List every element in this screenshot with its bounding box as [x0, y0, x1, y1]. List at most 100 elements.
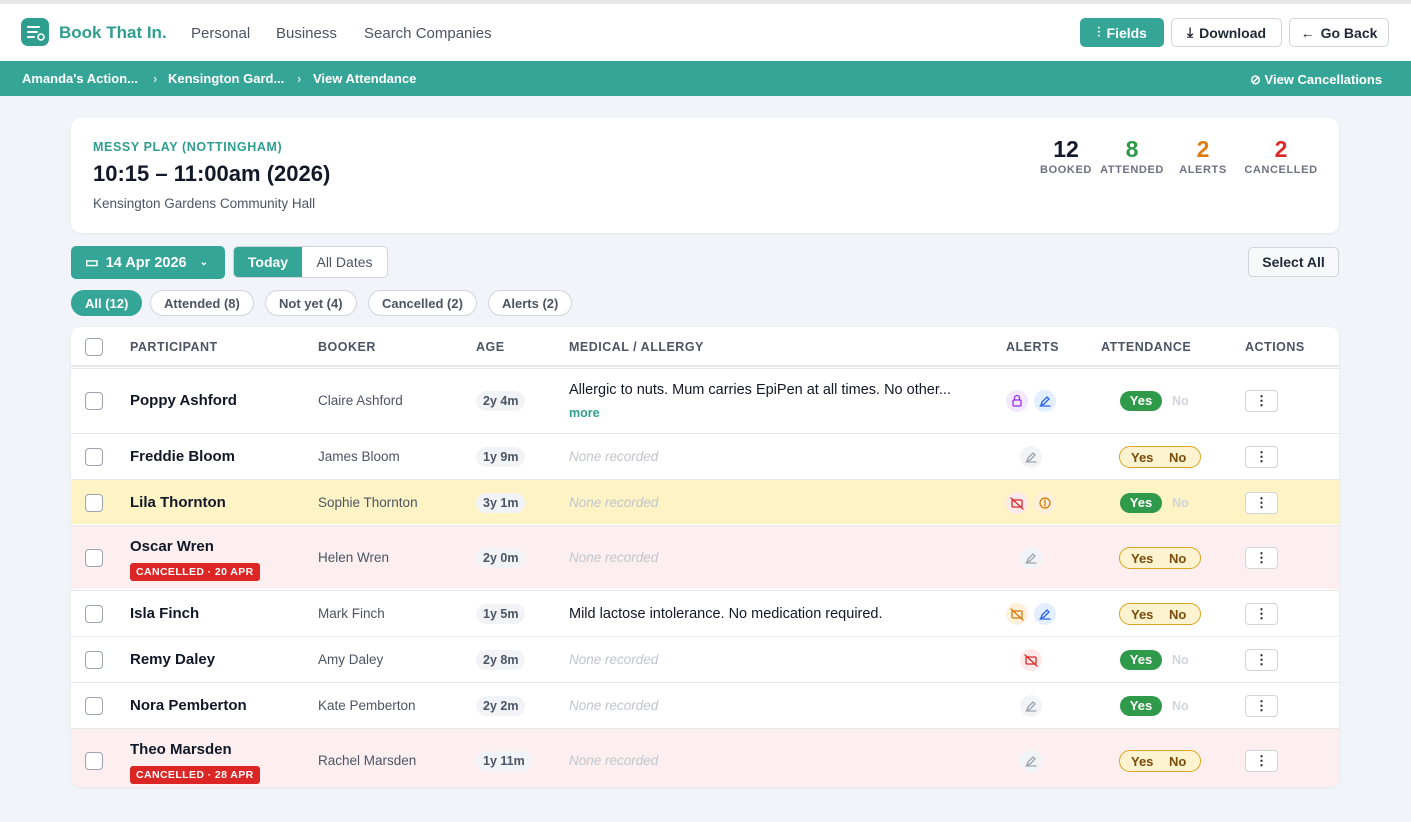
attendance-toggle: Yes No [1119, 445, 1201, 468]
brand[interactable]: Book That In. [59, 23, 167, 42]
checkbox[interactable] [85, 752, 103, 770]
attendance-yes[interactable]: Yes [1131, 551, 1154, 566]
attendance-yes[interactable]: Yes [1120, 391, 1162, 411]
crumb: View Attendance [313, 71, 417, 86]
table-row: Oscar Wren CANCELLED · 20 APR Helen Wren 2y… [71, 525, 1339, 589]
date-picker[interactable]: ▭ 14 Apr 2026 ⌄ [71, 246, 225, 279]
actions-button[interactable]: ⋮ [1245, 648, 1278, 671]
checkbox[interactable] [85, 549, 103, 567]
attendance-no[interactable]: No [1172, 495, 1189, 510]
alert-icon [1006, 390, 1028, 412]
checkbox[interactable] [85, 650, 103, 669]
filter-chip[interactable]: Cancelled (2) [368, 290, 477, 316]
table-row: Isla Finch Mark Finch 1y 5m Mild lactose in… [71, 590, 1339, 635]
nav-link[interactable]: Business [276, 25, 337, 42]
back-button[interactable]: ← Go Back [1289, 18, 1389, 47]
nav-link[interactable]: Personal [191, 25, 251, 42]
participant-name: Lila Thornton [130, 493, 226, 511]
filter-chip[interactable]: Attended (8) [150, 290, 254, 316]
select-all-button[interactable]: Select All [1248, 247, 1339, 277]
attendance-no[interactable]: No [1169, 449, 1187, 465]
checkbox[interactable] [85, 392, 103, 410]
sep: › [153, 71, 158, 86]
attendance-no[interactable]: No [1172, 652, 1189, 667]
alert-icon [1034, 390, 1056, 412]
attendance-yes[interactable]: Yes [1120, 695, 1162, 716]
session-time: 10:15 – 11:00am (2026) [93, 161, 331, 186]
nav-link[interactable]: Search Companies [364, 25, 492, 42]
alert-icon [1020, 445, 1042, 468]
table-row: Poppy Ashford Claire Ashford 2y 4m Allergic… [71, 368, 1339, 432]
actions-button[interactable]: ⋮ [1245, 390, 1278, 412]
medical-note: None recorded [569, 448, 659, 464]
range-toggle: Today All Dates [233, 246, 388, 278]
actions-button[interactable]: ⋮ [1245, 694, 1278, 717]
column-header: AGE [476, 340, 505, 354]
stat-label: ALERTS [1179, 164, 1227, 176]
actions-button[interactable]: ⋮ [1245, 602, 1278, 625]
participant-name: Freddie Bloom [130, 447, 236, 465]
attendance-no[interactable]: No [1172, 698, 1189, 713]
session-card: MESSY PLAY (NOTTINGHAM) 10:15 – 11:00am … [71, 118, 1339, 233]
attendance-table: PARTICIPANT BOOKER AGE MEDICAL / ALLERGY ALE… [71, 327, 1339, 787]
attendance-no[interactable]: No [1169, 551, 1187, 566]
filter-chip[interactable]: Alerts (2) [488, 290, 573, 316]
attendance-no[interactable]: No [1169, 606, 1187, 622]
medical-note: None recorded [569, 550, 659, 565]
actions-button[interactable]: ⋮ [1245, 547, 1278, 569]
medical-note: None recorded [569, 753, 659, 768]
checkbox[interactable] [85, 696, 103, 715]
attendance-toggle: Yes No [1119, 602, 1201, 625]
filter-chip[interactable]: Not yet (4) [265, 290, 357, 316]
participant-name: Remy Daley [130, 650, 216, 668]
attendance-yes[interactable]: Yes [1131, 606, 1154, 622]
session-venue: Kensington Gardens Community Hall [93, 196, 316, 211]
table-row: Lila Thornton Sophie Thornton 3y 1m None re… [71, 479, 1339, 524]
age-badge: 2y 2m [476, 695, 526, 716]
booker-name: James Bloom [318, 448, 400, 464]
attendance-no[interactable]: No [1169, 754, 1187, 769]
medical-note: None recorded [569, 494, 659, 510]
crumb[interactable]: Amanda's Action... [22, 71, 139, 86]
attendance-yes[interactable]: Yes [1120, 649, 1162, 670]
button-label: Fields [1106, 24, 1147, 41]
more-link[interactable]: more [569, 406, 600, 420]
crumb[interactable]: Kensington Gard... [168, 71, 285, 86]
alert-icon [1006, 602, 1028, 625]
attendance-yes[interactable]: Yes [1131, 754, 1154, 769]
alert-icon [1020, 648, 1042, 671]
table-row: Theo Marsden CANCELLED · 28 APR Rachel Mar… [71, 728, 1339, 787]
checkbox[interactable] [85, 338, 103, 356]
age-badge: 1y 9m [476, 446, 526, 467]
actions-button[interactable]: ⋮ [1245, 750, 1278, 772]
logo[interactable] [21, 18, 49, 46]
range-option[interactable]: Today [234, 247, 302, 277]
actions-button[interactable]: ⋮ [1245, 491, 1278, 514]
column-header: BOOKER [318, 340, 376, 354]
stat-label: ATTENDED [1100, 164, 1164, 176]
column-header: ACTIONS [1245, 340, 1305, 354]
checkbox[interactable] [85, 604, 103, 623]
download-button[interactable]: ⤓ Download [1171, 18, 1282, 47]
fields-button[interactable]: ⫶ Fields [1080, 18, 1164, 47]
range-option[interactable]: All Dates [316, 254, 373, 270]
medical-note: Mild lactose intolerance. No medication … [569, 605, 883, 622]
filter-chip[interactable]: All (12) [71, 290, 143, 316]
attendance-yes[interactable]: Yes [1131, 449, 1154, 465]
checkbox[interactable] [85, 447, 103, 466]
booker-name: Kate Pemberton [318, 697, 416, 713]
booker-name: Helen Wren [318, 550, 390, 565]
actions-button[interactable]: ⋮ [1245, 445, 1278, 468]
attendance-yes[interactable]: Yes [1120, 492, 1162, 513]
alert-icon [1034, 491, 1056, 514]
checkbox[interactable] [85, 493, 103, 512]
sep: › [297, 71, 302, 86]
attendance-no[interactable]: No [1172, 394, 1189, 408]
date-label: 14 Apr 2026 [105, 254, 187, 271]
button-label: Go Back [1320, 24, 1378, 41]
medical-note: None recorded [569, 697, 659, 713]
attendance-toggle: Yes No [1119, 547, 1201, 569]
booker-name: Claire Ashford [318, 393, 403, 408]
cancellations-link[interactable]: ⊘ View Cancellations [1250, 72, 1383, 87]
